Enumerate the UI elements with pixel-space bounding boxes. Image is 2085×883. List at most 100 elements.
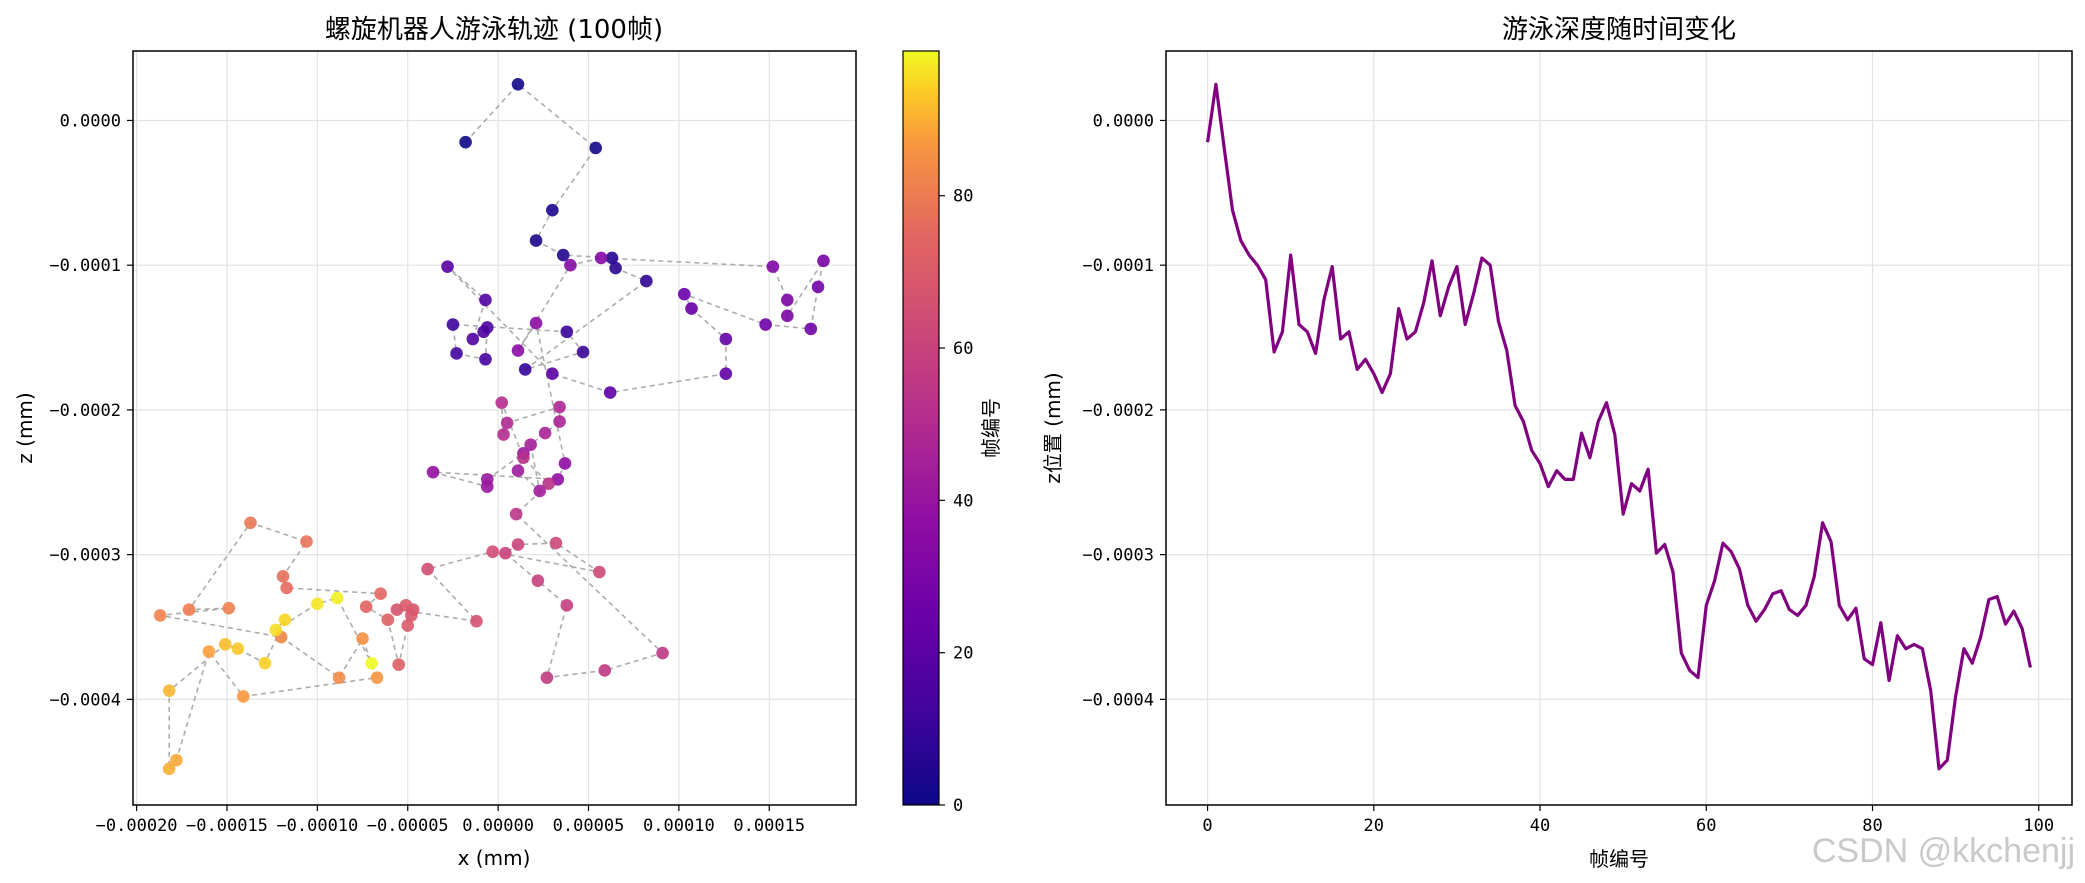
trajectory-point	[553, 400, 566, 414]
trajectory-point	[276, 570, 290, 583]
trajectory-point	[162, 762, 176, 776]
x-tick-label: 20	[1364, 816, 1384, 836]
x-tick-label: 0	[1202, 816, 1212, 836]
trajectory-point	[719, 367, 733, 381]
trajectory-y-ticks: 0.0000 −0.0001 −0.0002 −0.0003 −0.0004	[49, 111, 133, 710]
trajectory-point	[236, 690, 250, 703]
trajectory-point	[511, 344, 525, 357]
trajectory-point	[509, 507, 523, 521]
colorbar-gradient	[902, 50, 940, 806]
trajectory-point	[162, 684, 176, 697]
trajectory-point	[766, 260, 780, 273]
trajectory-point	[553, 415, 566, 428]
trajectory-point	[531, 574, 545, 587]
depth-title: 游泳深度随时间变化	[1502, 15, 1736, 45]
trajectory-point	[589, 141, 603, 155]
trajectory-title: 螺旋机器人游泳轨迹 (100帧)	[325, 15, 663, 45]
trajectory-y-label: z (mm)	[13, 392, 37, 463]
trajectory-point	[258, 656, 272, 670]
trajectory-point	[598, 664, 612, 677]
colorbar-ticks: 0 20 40 60 80	[939, 187, 973, 816]
trajectory-point	[218, 638, 232, 651]
x-tick-label: 80	[1862, 816, 1882, 836]
trajectory-point	[605, 251, 619, 265]
y-tick-label: −0.0004	[1082, 690, 1154, 710]
trajectory-point	[459, 135, 472, 149]
trajectory-point	[330, 591, 344, 605]
colorbar-tick-label: 80	[953, 187, 973, 207]
depth-y-label: z位置 (mm)	[1041, 372, 1065, 483]
x-tick-label: 0.00015	[733, 816, 805, 836]
trajectory-point	[374, 587, 387, 601]
trajectory-point	[603, 386, 617, 399]
trajectory-point	[593, 565, 606, 579]
trajectory-point	[426, 465, 440, 479]
trajectory-point	[441, 260, 454, 273]
depth-x-ticks: 0 20 40 60 80 100	[1202, 805, 2054, 836]
trajectory-point	[182, 603, 196, 616]
trajectory-point	[817, 254, 830, 268]
trajectory-point	[656, 646, 669, 660]
trajectory-point	[401, 619, 415, 632]
trajectory-point	[405, 609, 418, 622]
trajectory-point	[392, 658, 406, 671]
trajectory-point	[517, 451, 530, 464]
y-tick-label: −0.0002	[1082, 401, 1154, 421]
trajectory-x-ticks: −0.00020 −0.00015 −0.00010 −0.00005 0.00000 0…	[96, 805, 805, 836]
trajectory-point	[549, 536, 563, 550]
trajectory-point	[576, 345, 590, 359]
trajectory-point	[529, 234, 543, 247]
trajectory-point	[500, 416, 514, 430]
depth-chart: 0 20 40 60 80 100 0.0000 −0.0001 −0.0002 −0.0003…	[1041, 15, 2073, 871]
colorbar-label: 帧编号	[979, 398, 1003, 458]
trajectory-point	[558, 457, 572, 470]
trajectory-point	[719, 332, 733, 346]
x-tick-label: 0.00000	[462, 816, 534, 836]
trajectory-points	[153, 77, 830, 776]
x-tick-label: 100	[2023, 816, 2054, 836]
y-tick-label: −0.0003	[49, 546, 121, 566]
x-tick-label: 0.00005	[553, 816, 625, 836]
x-tick-label: 40	[1530, 816, 1550, 836]
trajectory-point	[359, 600, 373, 614]
trajectory-point	[685, 302, 698, 315]
trajectory-x-label: x (mm)	[458, 846, 531, 870]
depth-series-line	[1206, 82, 2032, 771]
trajectory-point	[356, 632, 369, 645]
trajectory-point	[479, 293, 492, 307]
trajectory-point	[480, 473, 494, 486]
trajectory-point	[781, 293, 794, 307]
trajectory-point	[781, 309, 794, 323]
trajectory-point	[446, 318, 460, 331]
depth-grid	[1166, 51, 2072, 805]
colorbar-tick-label: 60	[953, 339, 973, 359]
trajectory-point	[538, 426, 552, 440]
trajectory-point	[495, 396, 509, 409]
trajectory-point	[170, 753, 183, 767]
trajectory-point	[497, 428, 510, 441]
trajectory-grid	[133, 51, 856, 805]
x-tick-label: −0.00015	[186, 816, 268, 836]
trajectory-point	[556, 248, 570, 262]
y-tick-label: 0.0000	[60, 111, 121, 131]
trajectory-point	[486, 545, 499, 559]
trajectory-point	[640, 274, 653, 288]
colorbar: 0 20 40 60 80 帧编号	[902, 50, 1003, 816]
y-tick-label: −0.0001	[49, 256, 121, 276]
trajectory-point	[222, 601, 236, 615]
trajectory-point	[470, 614, 483, 628]
depth-y-ticks: 0.0000 −0.0001 −0.0002 −0.0003 −0.0004	[1082, 111, 1166, 710]
x-tick-label: 0.00010	[643, 816, 715, 836]
trajectory-point	[546, 367, 559, 381]
trajectory-point	[511, 538, 525, 551]
watermark: CSDN @kkchenjj	[1812, 832, 2075, 870]
trajectory-point	[594, 251, 608, 265]
trajectory-point	[609, 261, 622, 275]
trajectory-point	[524, 438, 537, 451]
trajectory-point	[300, 535, 313, 548]
trajectory-point	[540, 671, 554, 684]
trajectory-plot-frame	[132, 50, 857, 806]
trajectory-chart: −0.00020 −0.00015 −0.00010 −0.00005 0.00000 0…	[13, 15, 857, 870]
trajectory-point	[466, 332, 480, 346]
